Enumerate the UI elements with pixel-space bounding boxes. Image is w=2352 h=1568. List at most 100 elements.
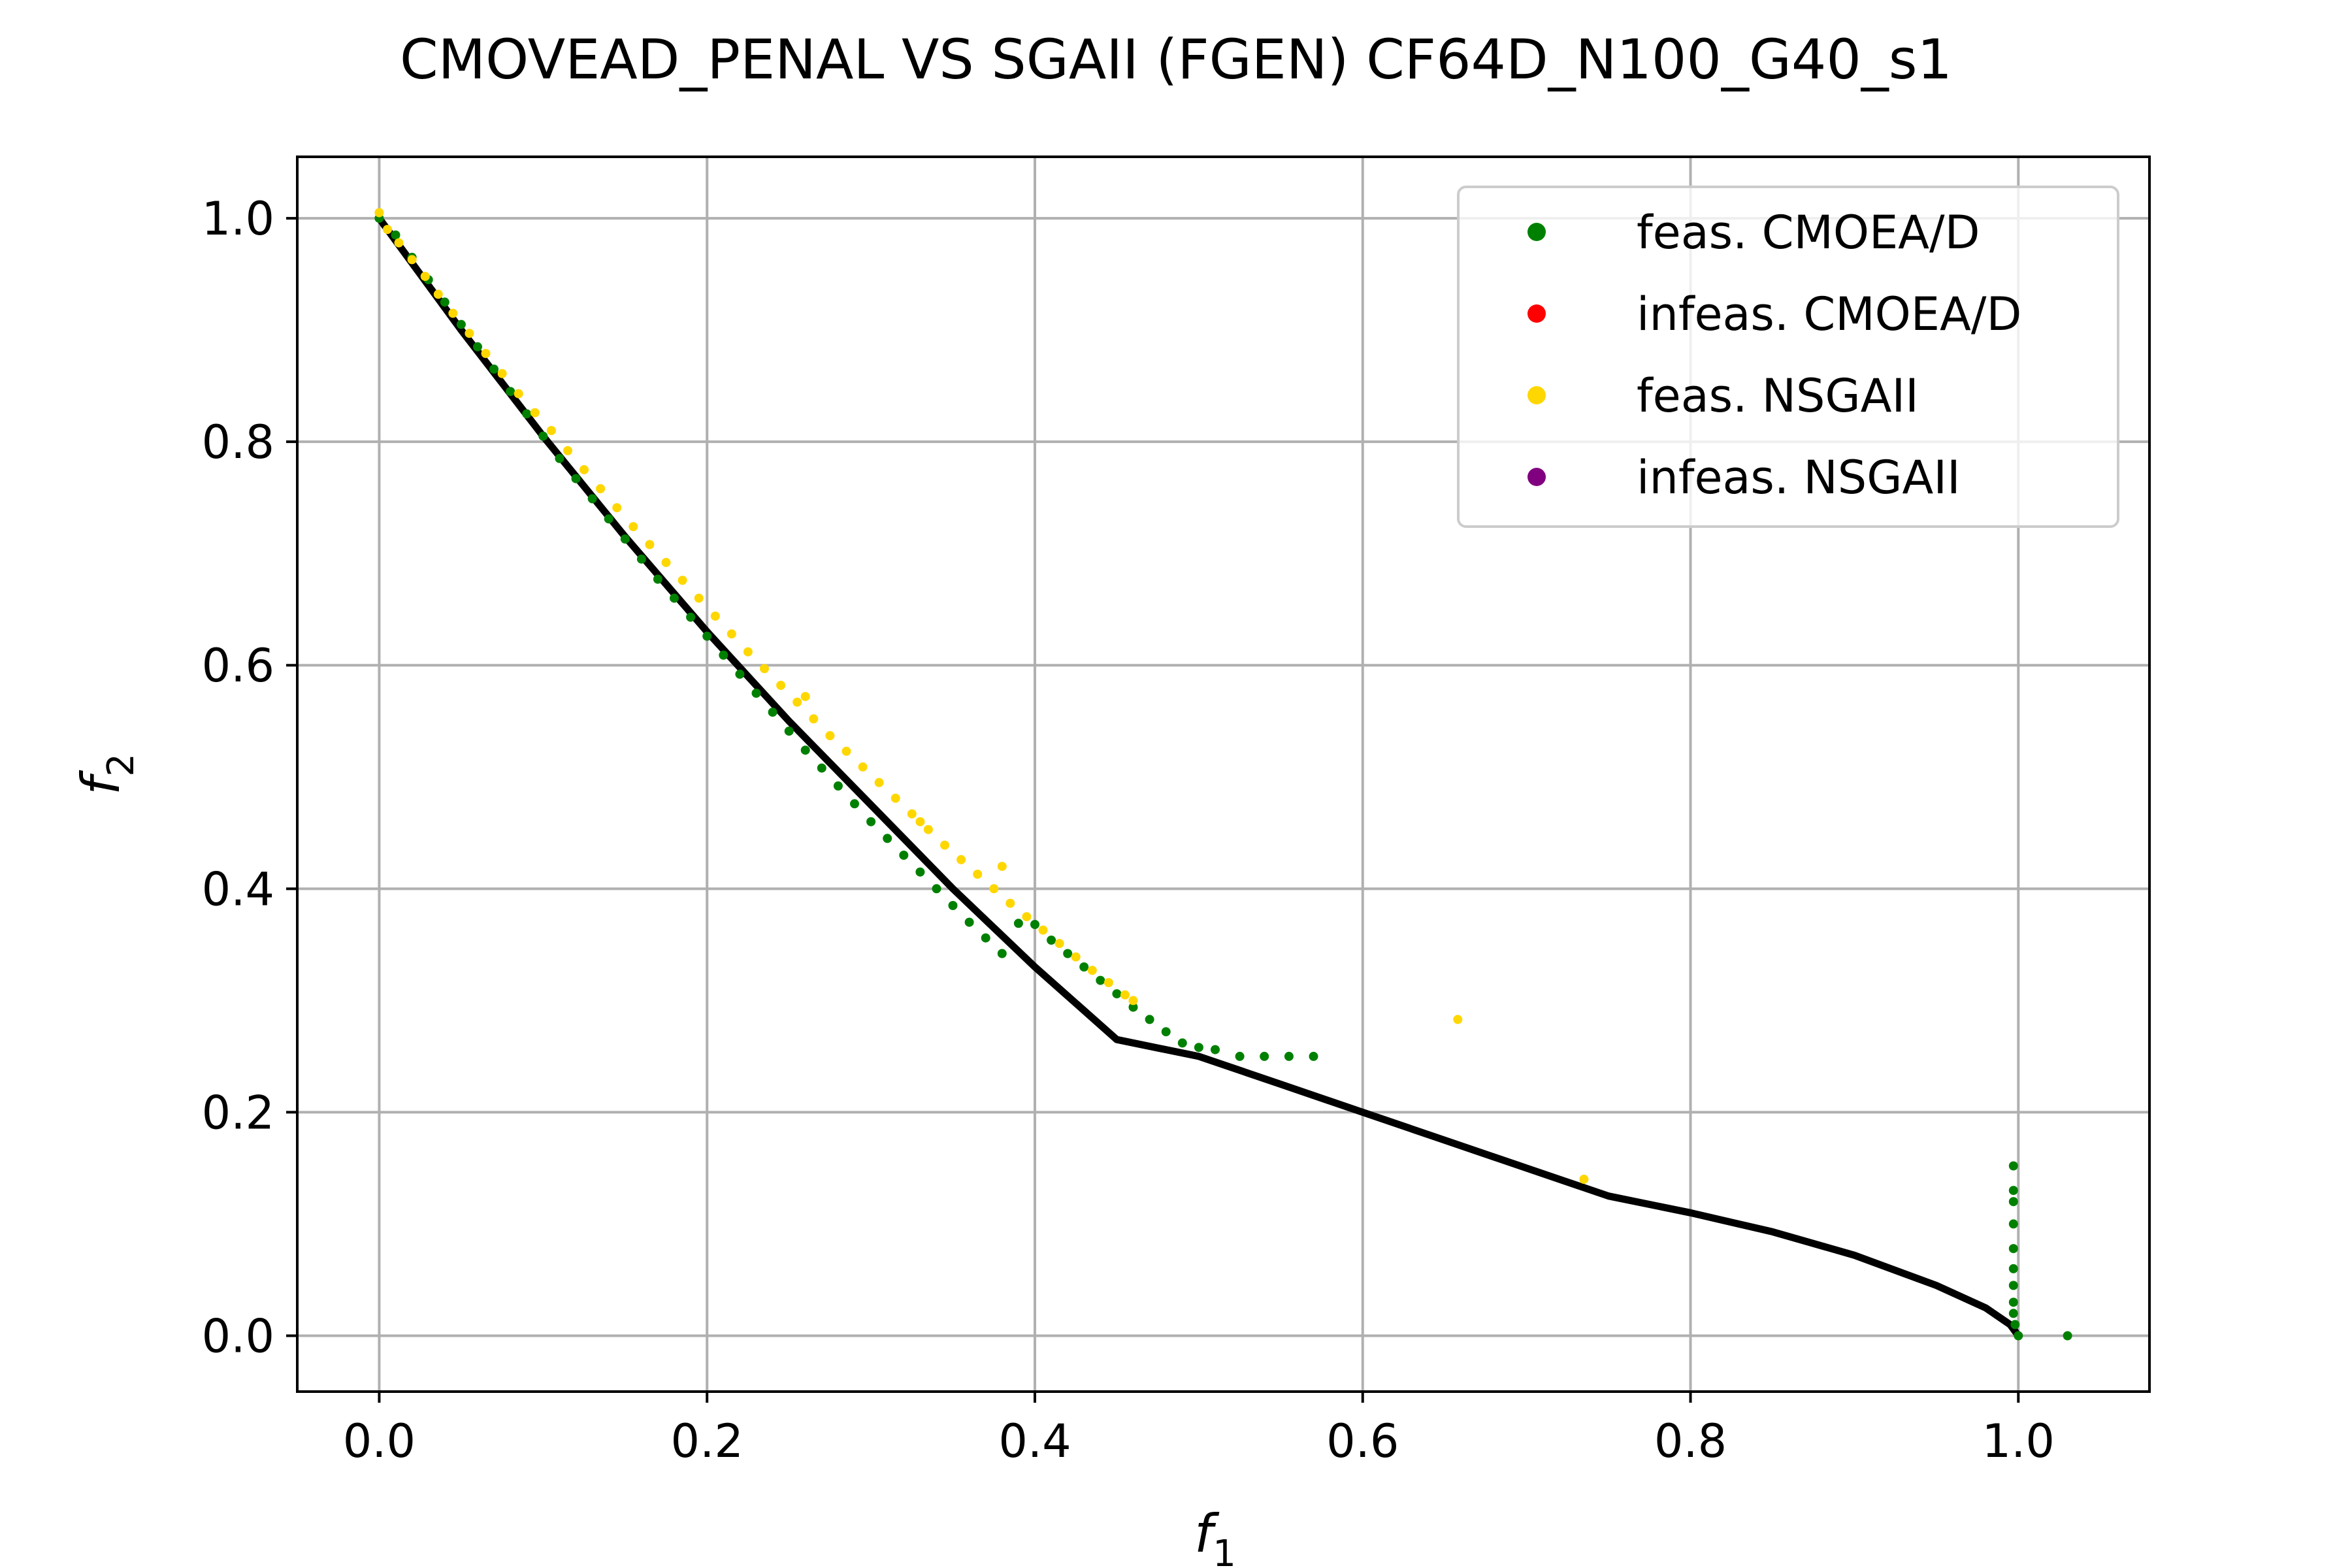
data-point (841, 746, 851, 756)
data-point (727, 629, 736, 639)
data-point (661, 557, 671, 567)
data-point (456, 319, 466, 329)
y-tick-label: 0.4 (202, 862, 274, 916)
data-point (1087, 966, 1097, 975)
data-point (1453, 1015, 1463, 1024)
data-point (1022, 912, 1032, 922)
y-tick-label: 0.8 (202, 416, 274, 469)
data-point (1038, 925, 1048, 935)
data-point (465, 329, 474, 338)
data-point (710, 612, 720, 621)
data-point (776, 681, 786, 690)
data-point (612, 503, 622, 513)
data-point (883, 834, 892, 843)
data-point (768, 708, 777, 717)
data-point (571, 474, 581, 483)
data-point (2010, 1320, 2020, 1330)
data-point (620, 534, 630, 544)
y-tick-label: 0.6 (202, 639, 274, 693)
data-point (2014, 1331, 2023, 1341)
data-point (433, 289, 443, 299)
legend-label: infeas. CMOEA/D (1637, 287, 2021, 341)
data-point (899, 851, 909, 860)
data-point (604, 514, 613, 524)
data-point (825, 731, 835, 740)
legend-marker (1527, 468, 1546, 486)
data-point (1047, 936, 1056, 945)
data-point (1112, 989, 1122, 999)
data-point (587, 494, 597, 504)
data-point (2008, 1186, 2018, 1196)
data-point (1103, 978, 1113, 987)
legend-marker (1527, 223, 1546, 241)
data-point (563, 446, 572, 455)
data-point (2063, 1331, 2072, 1341)
axes-frame (296, 155, 2151, 1393)
data-point (858, 762, 868, 772)
x-tick-label: 1.0 (1982, 1414, 2055, 1468)
data-point (678, 576, 687, 585)
data-point (874, 777, 884, 787)
legend-label: feas. NSGAII (1637, 369, 1919, 423)
chart-title: CMOVEAD_PENAL VS SGAII (FGEN) CF64D_N100… (400, 27, 1952, 91)
data-point (670, 593, 679, 603)
data-point (497, 368, 507, 378)
legend-box (1457, 186, 2119, 528)
x-tick-label: 0.2 (671, 1414, 743, 1468)
data-point (735, 669, 745, 679)
y-axis-label-subscript: 2 (100, 753, 142, 777)
data-point (1030, 920, 1039, 929)
data-point (800, 692, 810, 702)
data-point (489, 365, 499, 374)
data-point (1579, 1175, 1589, 1184)
legend-marker (1527, 386, 1546, 404)
data-point (981, 933, 990, 943)
x-tick-label: 0.0 (343, 1414, 416, 1468)
legend-label: infeas. NSGAII (1637, 451, 1961, 504)
data-point (915, 817, 925, 826)
data-point (923, 825, 933, 834)
data-point (1096, 975, 1105, 985)
data-point (645, 540, 655, 549)
series-2 (374, 208, 1589, 1184)
data-point (890, 793, 900, 803)
y-axis-ticks: 0.0 0.2 0.4 0.6 0.8 1.0 (202, 192, 297, 1363)
data-point (1235, 1051, 1245, 1061)
data-point (420, 272, 430, 281)
data-point (940, 840, 949, 850)
data-point (964, 917, 974, 927)
data-point (2008, 1264, 2018, 1273)
data-point (686, 612, 696, 622)
data-point (948, 901, 958, 910)
data-point (440, 297, 449, 307)
y-tick-label: 0.2 (202, 1086, 274, 1139)
data-point (522, 409, 532, 419)
data-point (538, 431, 548, 441)
data-point (391, 230, 400, 240)
data-point (394, 238, 404, 248)
data-point (1145, 1015, 1154, 1024)
data-point (580, 465, 589, 474)
data-point (1194, 1043, 1203, 1053)
data-point (694, 593, 704, 603)
data-point (915, 867, 925, 877)
data-point (809, 714, 819, 724)
data-point (448, 308, 458, 318)
data-point (506, 387, 515, 397)
data-point (751, 689, 761, 698)
data-point (907, 809, 917, 819)
data-point (629, 522, 638, 532)
data-point (2008, 1219, 2018, 1229)
data-points (374, 208, 2072, 1341)
data-point (817, 763, 826, 773)
data-point (760, 664, 769, 674)
x-tick-label: 0.8 (1654, 1414, 1727, 1468)
data-point (546, 426, 556, 435)
data-point (784, 727, 794, 736)
data-point (1309, 1051, 1318, 1061)
data-point (514, 389, 523, 399)
data-point (1005, 898, 1015, 908)
data-point (833, 781, 843, 791)
data-point (1120, 990, 1130, 1000)
legend-marker (1527, 304, 1546, 323)
